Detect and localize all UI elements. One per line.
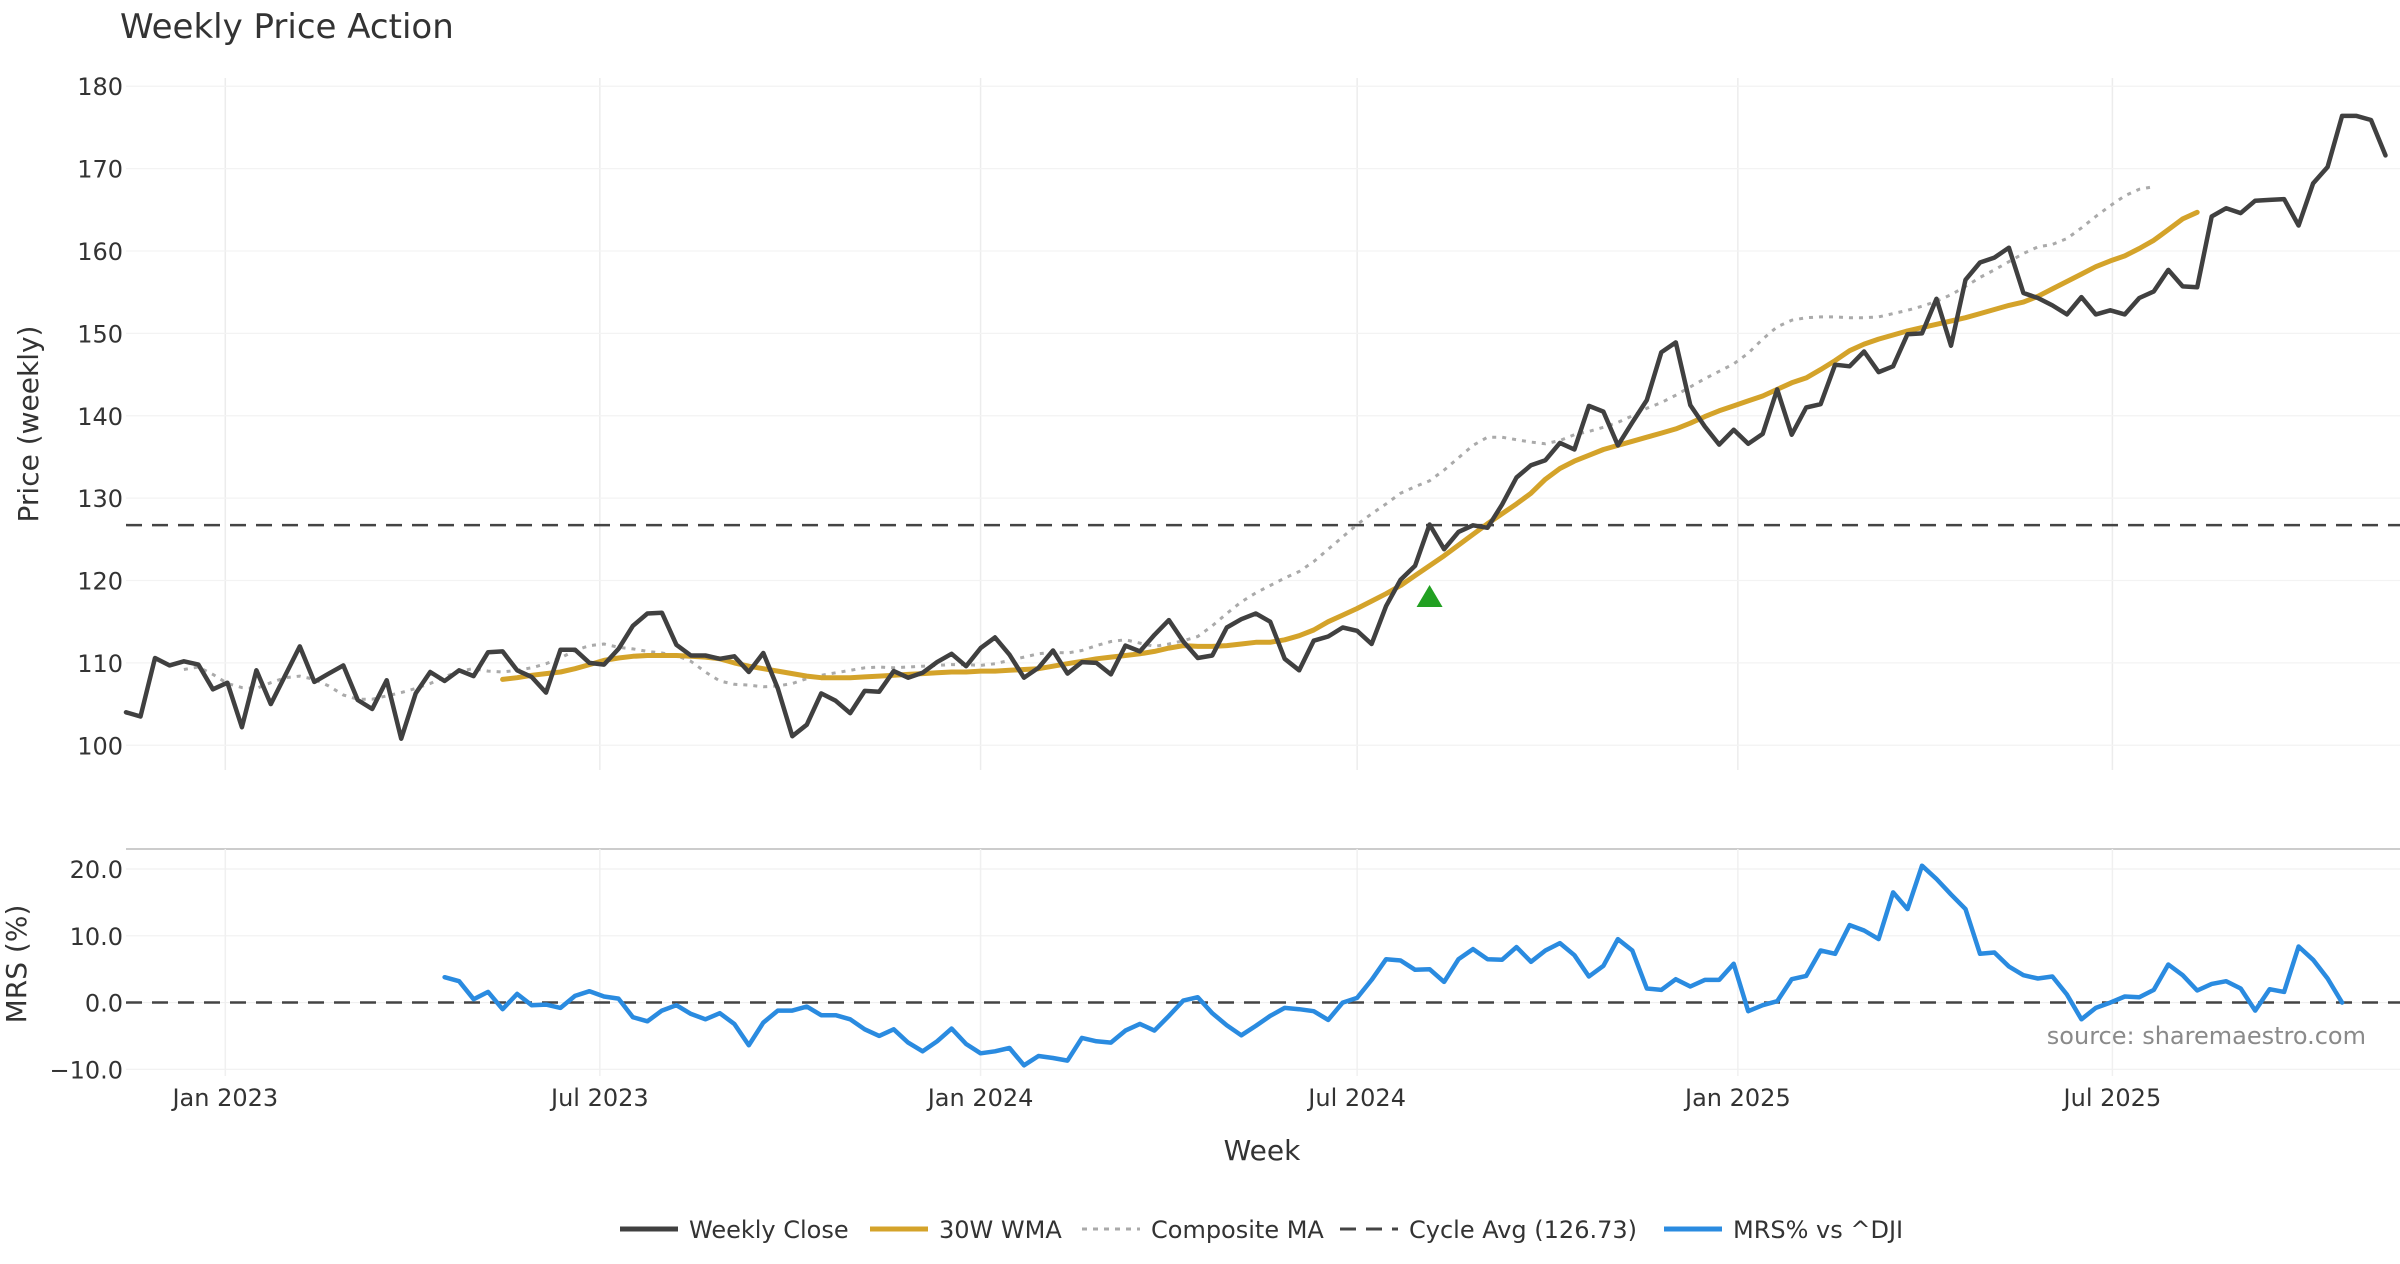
mrs-y-axis-label: MRS (%) — [0, 905, 33, 1024]
legend-label: Composite MA — [1151, 1216, 1324, 1244]
legend-label: Weekly Close — [689, 1216, 849, 1244]
legend-label: 30W WMA — [939, 1216, 1062, 1244]
price-y-tick-label: 100 — [77, 732, 123, 760]
weekly-close-line — [123, 113, 2388, 741]
x-tick-label: Jul 2024 — [1306, 1084, 1406, 1112]
price-y-tick-label: 140 — [77, 403, 123, 431]
source-note: source: sharemaestro.com — [2047, 1022, 2366, 1050]
price-series — [123, 113, 2388, 741]
x-tick-label: Jul 2025 — [2062, 1084, 2162, 1112]
price-y-tick-label: 160 — [77, 238, 123, 266]
price-grid — [126, 78, 2400, 770]
price-y-tick-label: 150 — [77, 320, 123, 348]
price-y-tick-label: 130 — [77, 485, 123, 513]
x-tick-label: Jan 2023 — [170, 1084, 278, 1112]
chart-title: Weekly Price Action — [120, 7, 454, 47]
price-y-tick-label: 120 — [77, 568, 123, 596]
buy-signal-triangle-icon — [1416, 585, 1443, 607]
composite-ma-line — [183, 185, 2155, 701]
x-tick-label: Jul 2023 — [549, 1084, 649, 1112]
mrs-series — [442, 863, 2345, 1068]
mrs-y-tick-label: 20.0 — [70, 856, 123, 884]
price-y-tick-label: 170 — [77, 156, 123, 184]
mrs-y-tick-label: 0.0 — [85, 990, 123, 1018]
mrs-line — [442, 863, 2345, 1068]
legend-label: MRS% vs ^DJI — [1733, 1216, 1903, 1244]
mrs-y-tick-label: 10.0 — [70, 923, 123, 951]
legend: Weekly Close 30W WMA Composite MA Cycle Avg… — [620, 1216, 1903, 1244]
x-ticks: Jan 2023 Jul 2023 Jan 2024 Jul 2024 Jan 2025… — [170, 1084, 2161, 1112]
mrs-y-ticks: −10.0 0.0 10.0 20.0 — [49, 856, 123, 1084]
price-y-axis-label: Price (weekly) — [12, 326, 45, 523]
price-y-tick-label: 110 — [77, 650, 123, 678]
legend-label: Cycle Avg (126.73) — [1409, 1216, 1637, 1244]
wma-30w-line — [500, 209, 2200, 682]
mrs-grid — [126, 849, 2400, 1076]
x-tick-label: Jan 2025 — [1683, 1084, 1791, 1112]
x-tick-label: Jan 2024 — [926, 1084, 1034, 1112]
price-y-tick-label: 180 — [77, 73, 123, 101]
price-y-ticks: 100 110 120 130 140 150 160 170 180 — [77, 73, 123, 760]
mrs-y-tick-label: −10.0 — [49, 1056, 123, 1084]
x-axis-label: Week — [1224, 1134, 1301, 1167]
